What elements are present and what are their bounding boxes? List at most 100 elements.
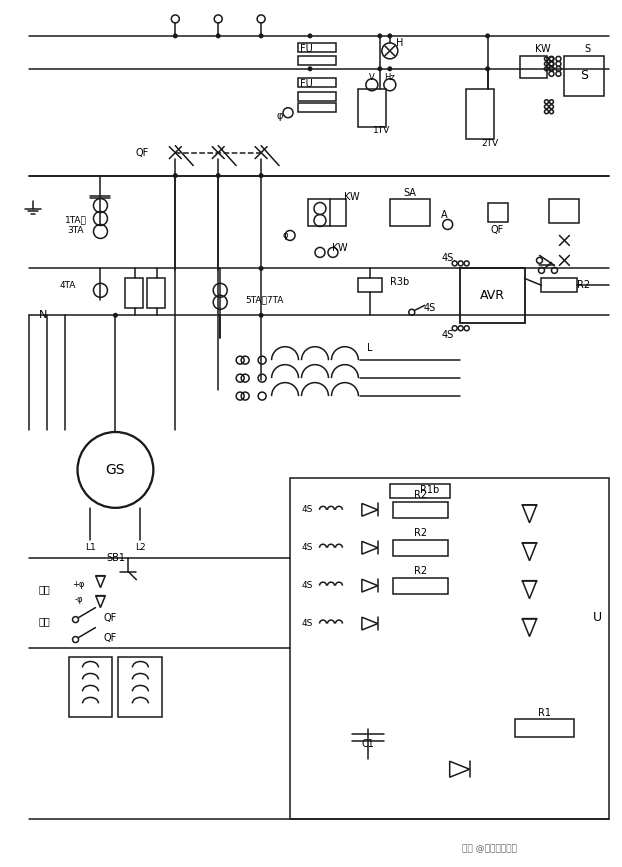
Text: R1b: R1b [420,485,439,495]
Bar [393,577,448,594]
Text: QF: QF [104,613,117,623]
Circle shape [307,66,312,71]
Circle shape [78,432,154,508]
Bar [358,88,386,127]
Text: 4S: 4S [442,330,454,340]
Text: L: L [367,343,373,353]
Text: GS: GS [106,463,125,477]
Text: 启动: 启动 [39,584,50,595]
Bar [298,55,336,65]
Circle shape [216,34,221,38]
Circle shape [485,34,490,38]
Bar [390,484,450,498]
Text: C1: C1 [361,740,374,749]
Text: KW: KW [332,244,348,253]
Text: 4TA: 4TA [59,281,75,290]
Text: U: U [593,611,602,624]
Polygon shape [362,541,378,554]
Bar [358,278,382,292]
Circle shape [259,266,264,271]
Bar [118,657,162,717]
Polygon shape [522,618,537,636]
Bar [298,42,336,52]
Bar [460,269,524,323]
Text: QF: QF [491,225,504,236]
Polygon shape [522,581,537,598]
Polygon shape [522,505,537,523]
Text: QF: QF [135,147,149,158]
Circle shape [216,173,221,178]
Text: KW: KW [535,44,550,54]
Text: R2: R2 [414,565,427,576]
Text: R2: R2 [577,280,590,290]
Bar [393,502,448,518]
Text: 4S: 4S [442,253,454,264]
Circle shape [173,34,178,38]
Bar [488,203,508,223]
Text: V: V [369,74,374,82]
Polygon shape [96,596,105,608]
Text: S: S [584,44,590,54]
Bar [519,55,547,78]
Text: Hz: Hz [384,74,395,82]
Text: 4S: 4S [302,505,313,514]
Text: φ: φ [277,111,283,121]
Text: +φ: +φ [72,580,85,590]
Polygon shape [362,504,378,516]
Circle shape [378,66,383,71]
Text: SA: SA [403,187,416,198]
Text: 2TV: 2TV [481,139,498,148]
Text: φ: φ [282,231,288,240]
Text: 头条 @技成电工课堂: 头条 @技成电工课堂 [462,844,517,854]
Bar [68,657,113,717]
Circle shape [388,66,392,71]
Text: L2: L2 [135,544,146,552]
Text: 1TA～
3TA: 1TA～ 3TA [65,216,86,235]
Bar [390,199,430,226]
Bar [549,199,580,224]
Text: 5TA～7TA: 5TA～7TA [245,296,284,305]
Text: 4S: 4S [302,581,313,590]
Circle shape [259,34,264,38]
Bar [393,540,448,556]
Bar [298,78,336,87]
Bar [514,720,574,737]
Circle shape [388,34,392,38]
Text: 1TV: 1TV [373,127,391,135]
Text: A: A [442,211,448,220]
Bar [298,103,336,112]
Circle shape [259,313,264,318]
Text: H: H [396,38,404,48]
Polygon shape [522,543,537,561]
Text: R3b: R3b [390,277,409,287]
Text: -φ: -φ [74,595,83,604]
Text: R1: R1 [538,708,551,719]
Bar [147,278,165,309]
Bar [564,55,605,95]
Bar [466,88,494,139]
Text: SB1: SB1 [106,553,125,563]
Text: 均压: 均压 [39,616,50,627]
Text: AVR: AVR [480,290,504,303]
Circle shape [485,66,490,71]
Circle shape [173,173,178,178]
Text: R2: R2 [414,528,427,538]
Text: S: S [580,69,588,82]
Text: N: N [39,310,47,320]
Bar [126,278,144,309]
Text: 4S: 4S [302,619,313,628]
Circle shape [113,313,118,318]
Polygon shape [96,576,105,588]
Bar [290,478,610,819]
Bar [308,199,346,226]
Polygon shape [450,761,470,777]
Text: FU: FU [300,79,313,88]
Bar [542,278,577,292]
Polygon shape [362,579,378,592]
Text: FU: FU [300,44,313,54]
Circle shape [259,173,264,178]
Bar [298,92,336,101]
Text: R2: R2 [414,490,427,500]
Circle shape [307,34,312,38]
Circle shape [378,34,383,38]
